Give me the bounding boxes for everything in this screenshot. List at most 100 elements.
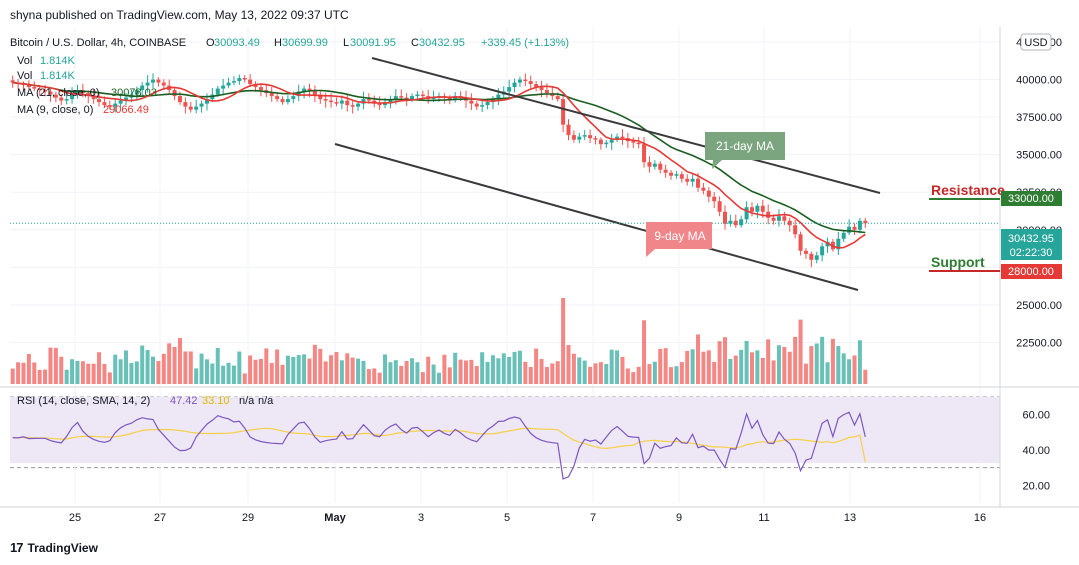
publish-info: shyna published on TradingView.com, May …	[10, 8, 349, 22]
candle-body	[302, 88, 307, 92]
candle-body	[555, 96, 560, 100]
volume-bar	[221, 365, 226, 384]
candle-body	[523, 79, 528, 82]
candle-body	[194, 106, 199, 110]
candle-body	[776, 216, 781, 221]
volume-bar	[733, 355, 738, 384]
volume-bar	[291, 357, 296, 384]
legend-change: +339.45 (+1.13%)	[481, 37, 569, 49]
current-price-tag: 30432.95 02:22:30	[1001, 229, 1062, 260]
volume-bar	[717, 341, 722, 384]
volume-bar	[258, 358, 263, 384]
candle-body	[388, 99, 393, 103]
candle-body	[172, 90, 177, 97]
volume-bar	[760, 357, 765, 384]
legend-rsi-sma: 33.10	[202, 395, 230, 407]
x-tick-label: 11	[758, 512, 769, 524]
volume-bar	[830, 338, 835, 384]
candle-body	[350, 105, 355, 107]
volume-bar	[318, 348, 323, 384]
legend-ma21-label: MA (21, close, 0)	[17, 87, 100, 99]
volume-bar	[59, 356, 64, 384]
volume-bar	[102, 363, 107, 384]
legend-vol2: 1.814K	[40, 70, 76, 82]
volume-bar	[161, 353, 166, 384]
candle-body	[177, 96, 182, 103]
candle-body	[420, 94, 425, 97]
volume-bar	[544, 367, 549, 384]
volume-bar	[847, 359, 852, 384]
chart-canvas[interactable]: 42500.0040000.0037500.0035000.0032500.00…	[0, 27, 1079, 537]
candle-body	[825, 241, 830, 247]
volume-bar	[582, 360, 587, 384]
candle-body	[156, 79, 161, 83]
volume-bar	[210, 363, 215, 384]
x-tick-label: 16	[974, 512, 986, 524]
candle-body	[696, 178, 701, 188]
volume-bar	[593, 363, 598, 384]
candle-body	[318, 94, 323, 100]
candle-body	[393, 96, 398, 100]
volume-bar	[469, 359, 474, 384]
candle-body	[102, 102, 107, 106]
candle-body	[728, 220, 733, 224]
volume-bar	[696, 334, 701, 384]
legend-o: 30093.49	[214, 37, 260, 49]
candle-body	[183, 102, 188, 107]
candle-body	[37, 88, 42, 91]
candle-body	[356, 103, 361, 107]
candle-body	[496, 94, 501, 100]
volume-bar	[642, 320, 647, 384]
volume-bar	[776, 345, 781, 384]
volume-bar	[814, 343, 819, 384]
volume-bar	[215, 348, 220, 384]
volume-bar	[863, 369, 868, 384]
candle-body	[410, 96, 415, 100]
lines	[10, 57, 1000, 480]
volume-bar	[561, 298, 566, 384]
volume-bar	[285, 355, 290, 384]
candle-body	[679, 174, 684, 179]
volume-bar	[151, 356, 155, 384]
volume-bar	[771, 360, 776, 384]
candle-body	[431, 97, 436, 100]
volume-bar	[21, 362, 26, 384]
candle-body	[744, 207, 749, 220]
volume-bar	[32, 362, 37, 384]
currency-label: USD	[1024, 37, 1047, 49]
resistance-price-tag: 33000.00	[1001, 191, 1062, 206]
candle-body	[571, 135, 576, 140]
ma9-line	[12, 81, 866, 249]
candle-body	[242, 78, 247, 80]
candle-body	[75, 90, 80, 95]
candle-body	[285, 99, 290, 103]
legend-ma21: 30078.03	[111, 87, 157, 99]
candle-body	[593, 138, 598, 140]
legend-c-label: C	[411, 37, 419, 49]
candle-body	[32, 87, 37, 89]
volume-bar	[706, 350, 711, 384]
currency-button[interactable]	[1020, 33, 1052, 51]
legend-h: 30699.99	[282, 37, 328, 49]
candle-body	[248, 79, 253, 85]
volume-bar	[145, 349, 150, 384]
candle-body	[631, 141, 636, 143]
candle-body	[566, 124, 571, 136]
volume-bar	[647, 364, 652, 384]
legend-l: 30091.95	[350, 37, 396, 49]
volume-bar	[372, 368, 377, 384]
candle-body	[658, 163, 663, 170]
volume-bar	[723, 337, 727, 384]
volume-bar	[75, 360, 80, 384]
candle-body	[361, 99, 366, 104]
volume-bar	[43, 369, 48, 384]
candle-body	[820, 246, 825, 256]
ma21-line	[12, 81, 866, 234]
volume-bar	[652, 361, 657, 384]
volume-bar	[248, 355, 253, 384]
x-tick-label: May	[324, 512, 346, 524]
volume-bar	[48, 347, 53, 384]
candle-body	[226, 82, 231, 86]
candle-body	[237, 78, 242, 82]
volume-bar	[107, 372, 112, 384]
